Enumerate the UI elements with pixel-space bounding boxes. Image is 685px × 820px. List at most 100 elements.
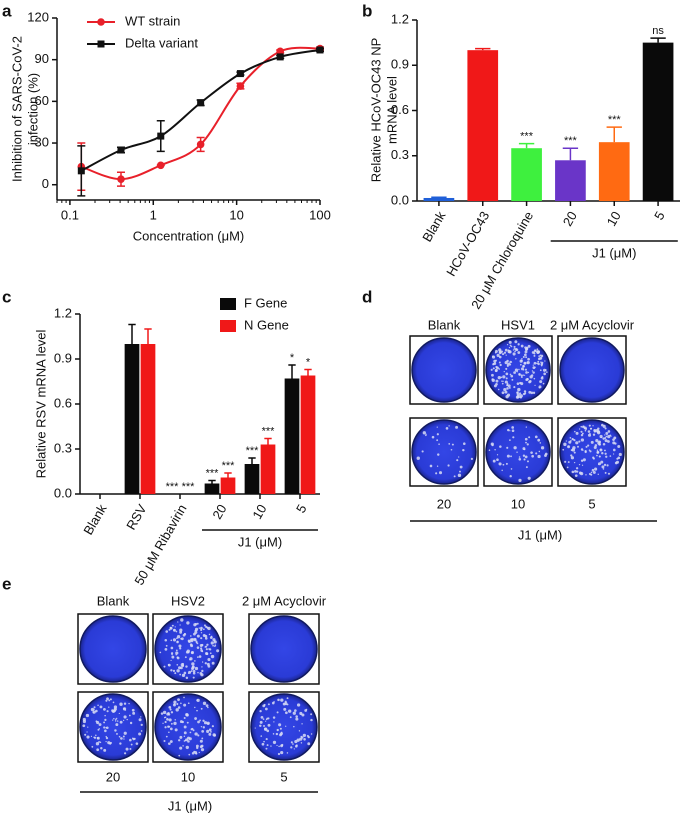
plaque	[604, 434, 606, 436]
plaque	[95, 720, 98, 723]
plaque	[194, 660, 196, 662]
plaque	[286, 752, 289, 754]
group-label: J1 (μM)	[238, 534, 282, 549]
plaque	[192, 729, 195, 732]
plaque	[541, 376, 544, 378]
plaque	[607, 430, 611, 433]
plaque	[185, 745, 189, 750]
plaque	[276, 711, 279, 714]
point	[316, 46, 324, 54]
plaque	[201, 661, 204, 663]
plaque	[526, 361, 529, 364]
plaque	[533, 351, 535, 353]
plaque	[104, 729, 107, 733]
plaque	[515, 358, 517, 360]
plaque	[612, 441, 616, 445]
plaque	[523, 374, 526, 376]
plaque	[525, 346, 529, 350]
point	[197, 99, 205, 107]
plaque	[92, 712, 94, 714]
plaque	[511, 426, 515, 429]
plaque	[179, 647, 182, 650]
plaque	[448, 442, 451, 445]
plaque	[453, 475, 456, 478]
plaque	[510, 361, 513, 363]
plaque	[598, 455, 601, 458]
plaque	[210, 641, 214, 645]
plaque	[201, 737, 204, 740]
plaque	[536, 362, 538, 365]
plaque	[573, 451, 576, 454]
plaque	[587, 433, 592, 437]
plaque	[166, 718, 169, 721]
plaque	[540, 364, 543, 367]
plaque	[531, 370, 534, 372]
plaque	[513, 446, 517, 450]
plaque	[530, 451, 533, 454]
plaque	[525, 371, 528, 374]
plaque	[174, 719, 176, 721]
plaque	[168, 718, 172, 722]
y-tick-label: 1.2	[54, 305, 72, 320]
plaque	[96, 736, 99, 740]
plaque	[494, 449, 496, 451]
plaque	[82, 719, 87, 724]
x-tick-label: 10	[249, 502, 269, 522]
plaque	[183, 716, 186, 719]
plaque	[532, 366, 536, 370]
plaque	[421, 450, 424, 453]
legend-label: Delta variant	[125, 35, 198, 50]
plaque	[188, 640, 191, 644]
plaque	[522, 454, 526, 457]
plaque	[140, 716, 142, 718]
plaque	[183, 703, 187, 707]
plaque	[570, 456, 575, 460]
legend-marker	[97, 40, 105, 48]
plaque	[174, 626, 176, 628]
plaque	[514, 350, 516, 353]
plaque	[532, 364, 534, 366]
x-tick-label: 10	[229, 207, 243, 222]
y-axis-label: Relative HCoV-OC43 NP	[368, 38, 383, 183]
plaque	[542, 382, 545, 385]
plaque	[191, 727, 194, 731]
plaque	[296, 703, 301, 707]
plaque	[517, 351, 521, 354]
plaque	[575, 467, 579, 470]
plaque	[167, 663, 171, 667]
error-bar	[208, 479, 216, 484]
plaque	[595, 439, 599, 443]
plaque	[592, 471, 596, 474]
plaque	[185, 676, 189, 680]
plaque	[104, 718, 107, 722]
plaque	[617, 445, 621, 449]
plaque	[172, 669, 176, 673]
plaque	[592, 433, 596, 436]
plaque	[494, 349, 498, 353]
plaque	[180, 618, 184, 622]
plaque	[606, 464, 609, 467]
plaque	[593, 445, 597, 449]
plaque	[103, 721, 106, 724]
plaque	[581, 432, 584, 435]
plaque	[543, 372, 546, 376]
plaque	[565, 440, 567, 442]
dose-group-label: J1 (μM)	[168, 798, 212, 813]
plaque	[596, 451, 600, 454]
plaque	[119, 742, 122, 745]
plaque	[613, 448, 616, 452]
plaque	[171, 655, 175, 659]
plaque	[506, 359, 509, 363]
plaque	[100, 746, 103, 750]
significance-label: *	[306, 356, 311, 368]
plaque	[176, 635, 181, 639]
plaque	[290, 741, 293, 744]
bar	[642, 42, 674, 201]
plaque	[196, 646, 200, 649]
plaque	[301, 736, 304, 739]
plaque	[524, 350, 528, 354]
plaque	[96, 748, 100, 752]
plaque	[197, 656, 199, 658]
plaque	[516, 382, 520, 385]
plaque	[604, 449, 606, 452]
